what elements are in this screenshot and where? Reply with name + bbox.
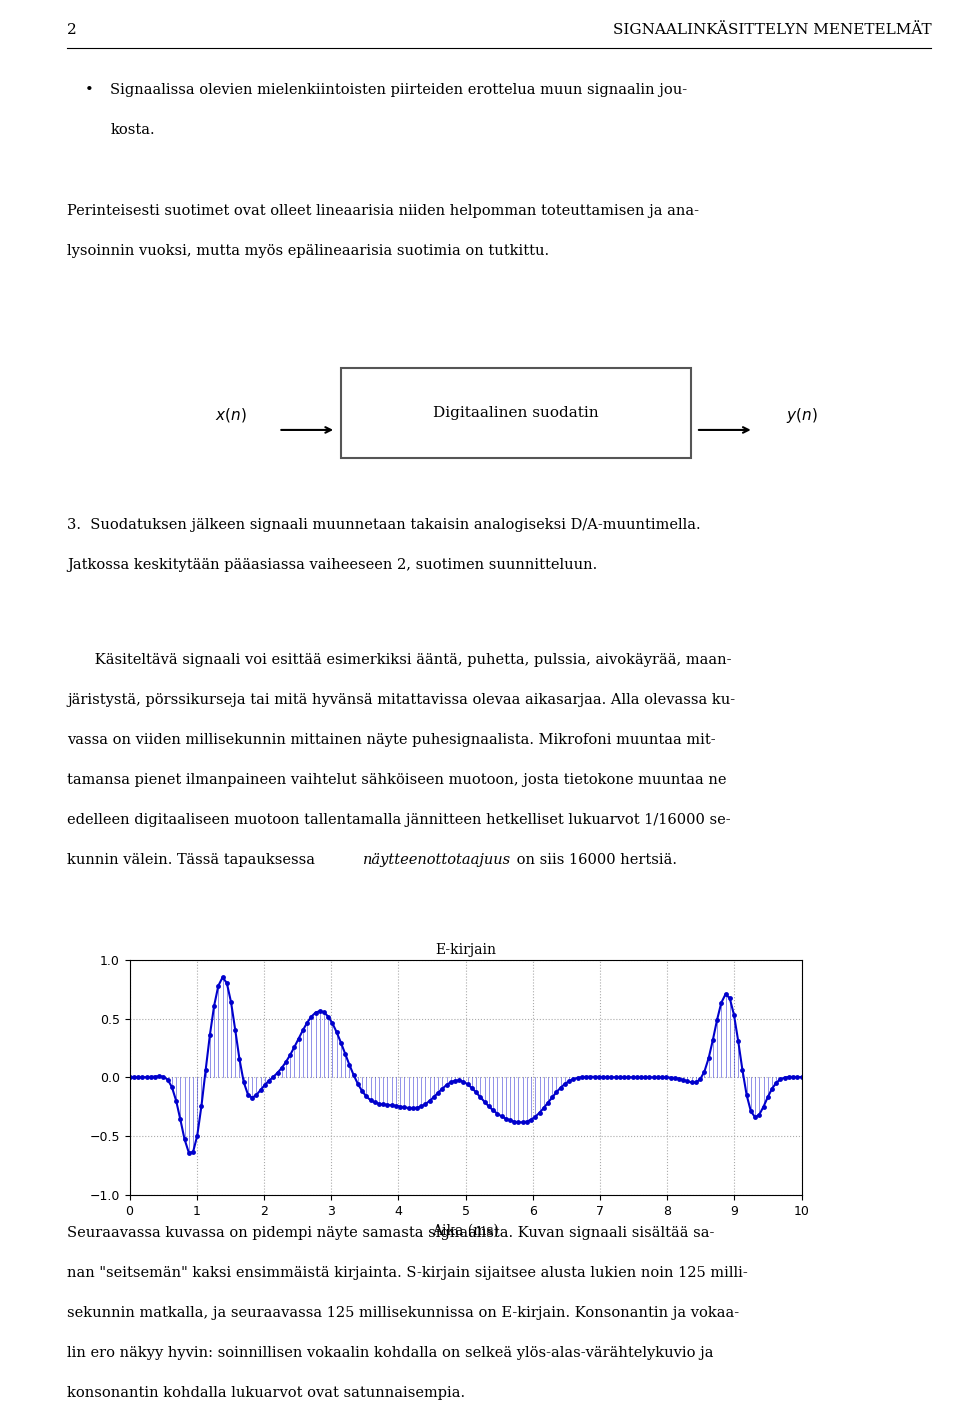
Text: kunnin välein. Tässä tapauksessa: kunnin välein. Tässä tapauksessa xyxy=(67,853,320,867)
Text: tamansa pienet ilmanpaineen vaihtelut sähköiseen muotoon, josta tietokone muunta: tamansa pienet ilmanpaineen vaihtelut sä… xyxy=(67,773,727,787)
Text: Signaalissa olevien mielenkiintoisten piirteiden erottelua muun signaalin jou-: Signaalissa olevien mielenkiintoisten pi… xyxy=(110,83,687,97)
Text: kosta.: kosta. xyxy=(110,123,155,137)
Text: Digitaalinen suodatin: Digitaalinen suodatin xyxy=(433,405,599,419)
Text: Perinteisesti suotimet ovat olleet lineaarisia niiden helpomman toteuttamisen ja: Perinteisesti suotimet ovat olleet linea… xyxy=(67,204,699,218)
Text: SIGNAALINKÄSITTELYN MENETELMÄT: SIGNAALINKÄSITTELYN MENETELMÄT xyxy=(612,23,931,37)
Text: on siis 16000 hertsiä.: on siis 16000 hertsiä. xyxy=(512,853,677,867)
X-axis label: Aika (ms): Aika (ms) xyxy=(432,1224,499,1238)
Text: lin ero näkyy hyvin: soinnillisen vokaalin kohdalla on selkeä ylös-alas-värähtel: lin ero näkyy hyvin: soinnillisen vokaal… xyxy=(67,1346,713,1360)
Text: $y(n)$: $y(n)$ xyxy=(786,405,817,425)
Text: edelleen digitaaliseen muotoon tallentamalla jännitteen hetkelliset lukuarvot 1/: edelleen digitaaliseen muotoon tallentam… xyxy=(67,813,731,827)
Text: 2: 2 xyxy=(67,23,77,37)
Text: sekunnin matkalla, ja seuraavassa 125 millisekunnissa on E-kirjain. Konsonantin : sekunnin matkalla, ja seuraavassa 125 mi… xyxy=(67,1306,739,1320)
Text: Seuraavassa kuvassa on pidempi näyte samasta signaalista. Kuvan signaali sisältä: Seuraavassa kuvassa on pidempi näyte sam… xyxy=(67,1226,714,1241)
Text: 3.  Suodatuksen jälkeen signaali muunnetaan takaisin analogiseksi D/A-muuntimell: 3. Suodatuksen jälkeen signaali muunneta… xyxy=(67,518,701,532)
Bar xyxy=(341,368,691,458)
Text: konsonantin kohdalla lukuarvot ovat satunnaisempia.: konsonantin kohdalla lukuarvot ovat satu… xyxy=(67,1386,466,1400)
Text: nan "seitsemän" kaksi ensimmäistä kirjainta. S-kirjain sijaitsee alusta lukien n: nan "seitsemän" kaksi ensimmäistä kirjai… xyxy=(67,1266,748,1281)
Title: E-kirjain: E-kirjain xyxy=(435,943,496,957)
Text: Käsiteltävä signaali voi esittää esimerkiksi ääntä, puhetta, pulssia, aivokäyrää: Käsiteltävä signaali voi esittää esimerk… xyxy=(67,653,732,667)
Text: järistystä, pörssikurseja tai mitä hyvänsä mitattavissa olevaa aikasarjaa. Alla : järistystä, pörssikurseja tai mitä hyvän… xyxy=(67,693,735,707)
Text: vassa on viiden millisekunnin mittainen näyte puhesignaalista. Mikrofoni muuntaa: vassa on viiden millisekunnin mittainen … xyxy=(67,733,716,747)
Text: lysoinnin vuoksi, mutta myös epälineaarisia suotimia on tutkittu.: lysoinnin vuoksi, mutta myös epälineaari… xyxy=(67,244,549,258)
Text: Jatkossa keskitytään pääasiassa vaiheeseen 2, suotimen suunnitteluun.: Jatkossa keskitytään pääasiassa vaiheese… xyxy=(67,558,597,572)
Text: näytteenottotaajuus: näytteenottotaajuus xyxy=(363,853,511,867)
Text: $x(n)$: $x(n)$ xyxy=(215,405,246,424)
Text: •: • xyxy=(84,83,93,97)
